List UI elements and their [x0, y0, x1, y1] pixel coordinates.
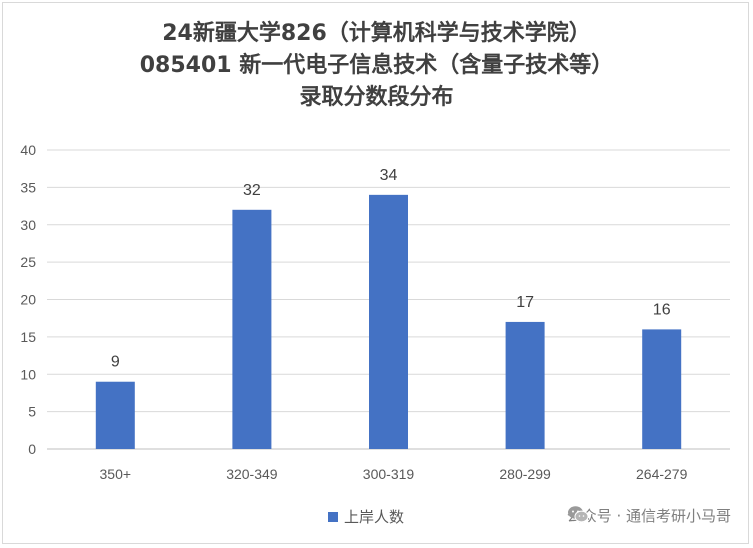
watermark: 公众号 · 通信考研小马哥 [567, 505, 731, 526]
y-tick-label: 10 [20, 366, 36, 382]
y-tick-label: 25 [20, 254, 36, 270]
x-tick-label: 264-279 [636, 466, 688, 482]
data-label: 32 [243, 182, 261, 199]
chart-title-line-3: 录取分数段分布 [299, 85, 454, 110]
data-label: 9 [111, 354, 120, 371]
x-tick-label: 350+ [100, 466, 132, 482]
y-tick-label: 15 [20, 329, 36, 345]
watermark-text: 公众号 · 通信考研小马哥 [566, 507, 731, 525]
y-tick-label: 35 [20, 179, 36, 195]
y-tick-label: 40 [20, 142, 36, 158]
legend-label: 上岸人数 [344, 508, 405, 526]
bar [369, 194, 408, 449]
wechat-icon [567, 506, 589, 523]
bar [642, 329, 682, 449]
bar [232, 209, 272, 449]
chart-title-line-1: 24新疆大学826（计算机科学与技术学院） [162, 21, 591, 46]
y-tick-label: 20 [20, 292, 36, 308]
chart-title: 24新疆大学826（计算机科学与技术学院） 085401 新一代电子信息技术（含… [0, 18, 753, 114]
y-tick-label: 30 [20, 217, 36, 233]
bar [95, 381, 135, 449]
data-label: 34 [380, 167, 398, 184]
chart-title-line-2: 085401 新一代电子信息技术（含量子技术等） [139, 53, 614, 78]
y-tick-label: 0 [28, 441, 36, 457]
x-tick-label: 320-349 [226, 466, 278, 482]
x-tick-label: 280-299 [499, 466, 551, 482]
chart-legend: 上岸人数 [328, 506, 404, 527]
data-label: 17 [516, 294, 534, 311]
data-label: 16 [653, 301, 671, 318]
x-tick-label: 300-319 [363, 466, 415, 482]
legend-swatch [328, 511, 338, 522]
y-tick-label: 5 [28, 404, 36, 420]
bar [505, 321, 545, 449]
